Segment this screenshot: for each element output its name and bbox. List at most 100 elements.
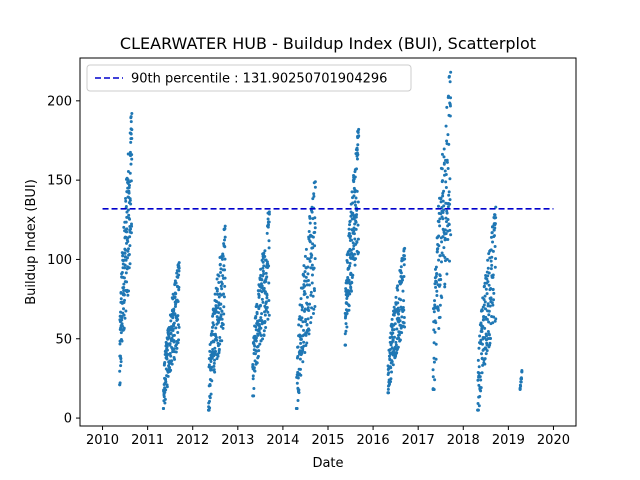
data-point	[355, 189, 359, 193]
data-point	[124, 205, 128, 209]
data-point	[129, 179, 133, 183]
data-point	[217, 295, 221, 299]
data-point	[128, 171, 132, 175]
data-point	[127, 266, 131, 270]
data-point	[402, 308, 406, 312]
data-point	[218, 317, 222, 321]
data-point	[492, 315, 496, 319]
data-point	[434, 274, 438, 278]
data-point	[214, 350, 218, 354]
data-point	[165, 348, 169, 352]
data-point	[311, 294, 315, 298]
data-point	[394, 340, 398, 344]
data-point	[266, 310, 270, 314]
data-point	[177, 273, 181, 277]
data-point	[391, 338, 395, 342]
data-point	[353, 252, 356, 256]
data-point	[267, 313, 271, 317]
data-point	[303, 307, 307, 311]
data-point	[222, 264, 226, 268]
data-point	[389, 377, 393, 381]
data-point	[431, 368, 435, 372]
data-point	[347, 278, 351, 282]
data-point	[303, 292, 307, 296]
data-point	[441, 208, 445, 212]
data-point	[438, 283, 442, 287]
data-point	[401, 289, 405, 293]
data-point	[172, 340, 176, 344]
data-point	[223, 224, 227, 228]
data-point	[487, 309, 491, 313]
data-point	[487, 283, 491, 287]
data-point	[128, 244, 132, 248]
data-point	[161, 407, 165, 411]
data-point	[479, 389, 483, 393]
data-point	[265, 296, 269, 300]
data-point	[213, 370, 217, 374]
legend-entry-label: 90th percentile : 131.90250701904296	[131, 72, 387, 87]
data-point	[494, 216, 498, 220]
data-point	[257, 349, 261, 353]
data-point	[299, 324, 303, 328]
data-point	[345, 311, 349, 315]
data-point	[435, 249, 439, 253]
y-tick-label: 50	[55, 332, 72, 347]
data-point	[350, 238, 354, 242]
data-point	[130, 128, 134, 132]
data-point	[263, 313, 267, 317]
data-point	[208, 396, 212, 400]
data-point	[299, 297, 303, 301]
data-point	[489, 259, 493, 263]
data-point	[488, 304, 492, 308]
data-point	[118, 342, 122, 346]
data-point	[492, 291, 496, 295]
data-point	[207, 408, 211, 412]
data-point	[476, 358, 480, 362]
data-point	[354, 220, 358, 224]
data-point	[354, 215, 358, 219]
data-point	[221, 322, 225, 326]
data-point	[445, 257, 449, 261]
data-point	[177, 266, 181, 270]
data-point	[354, 227, 358, 231]
data-point	[347, 227, 351, 231]
data-point	[313, 226, 317, 230]
data-point	[445, 211, 449, 215]
data-point	[168, 352, 172, 356]
data-point	[212, 323, 216, 327]
data-point	[477, 371, 481, 375]
data-point	[355, 240, 359, 244]
data-point	[210, 379, 214, 383]
data-point	[444, 232, 448, 236]
data-point	[357, 127, 361, 131]
data-point	[309, 293, 313, 297]
data-point	[211, 350, 215, 354]
data-point	[305, 341, 309, 345]
data-point	[304, 247, 308, 251]
data-point	[124, 271, 128, 275]
data-point	[312, 289, 316, 293]
data-point	[494, 205, 498, 209]
data-point	[210, 329, 214, 333]
data-point	[390, 346, 394, 350]
data-point	[393, 322, 397, 326]
data-point	[123, 266, 127, 270]
data-point	[223, 276, 227, 280]
data-point	[431, 388, 435, 392]
data-point	[436, 204, 440, 208]
data-point	[122, 286, 126, 290]
data-point	[223, 257, 227, 261]
data-point	[308, 259, 312, 263]
data-point	[219, 313, 223, 317]
data-point	[127, 289, 131, 293]
data-point	[257, 307, 261, 311]
data-point	[397, 312, 401, 316]
data-point	[351, 201, 355, 205]
data-point	[166, 342, 170, 346]
data-point	[448, 177, 452, 181]
data-point	[216, 306, 220, 310]
data-point	[261, 337, 265, 341]
data-point	[355, 157, 359, 161]
data-point	[220, 282, 224, 286]
